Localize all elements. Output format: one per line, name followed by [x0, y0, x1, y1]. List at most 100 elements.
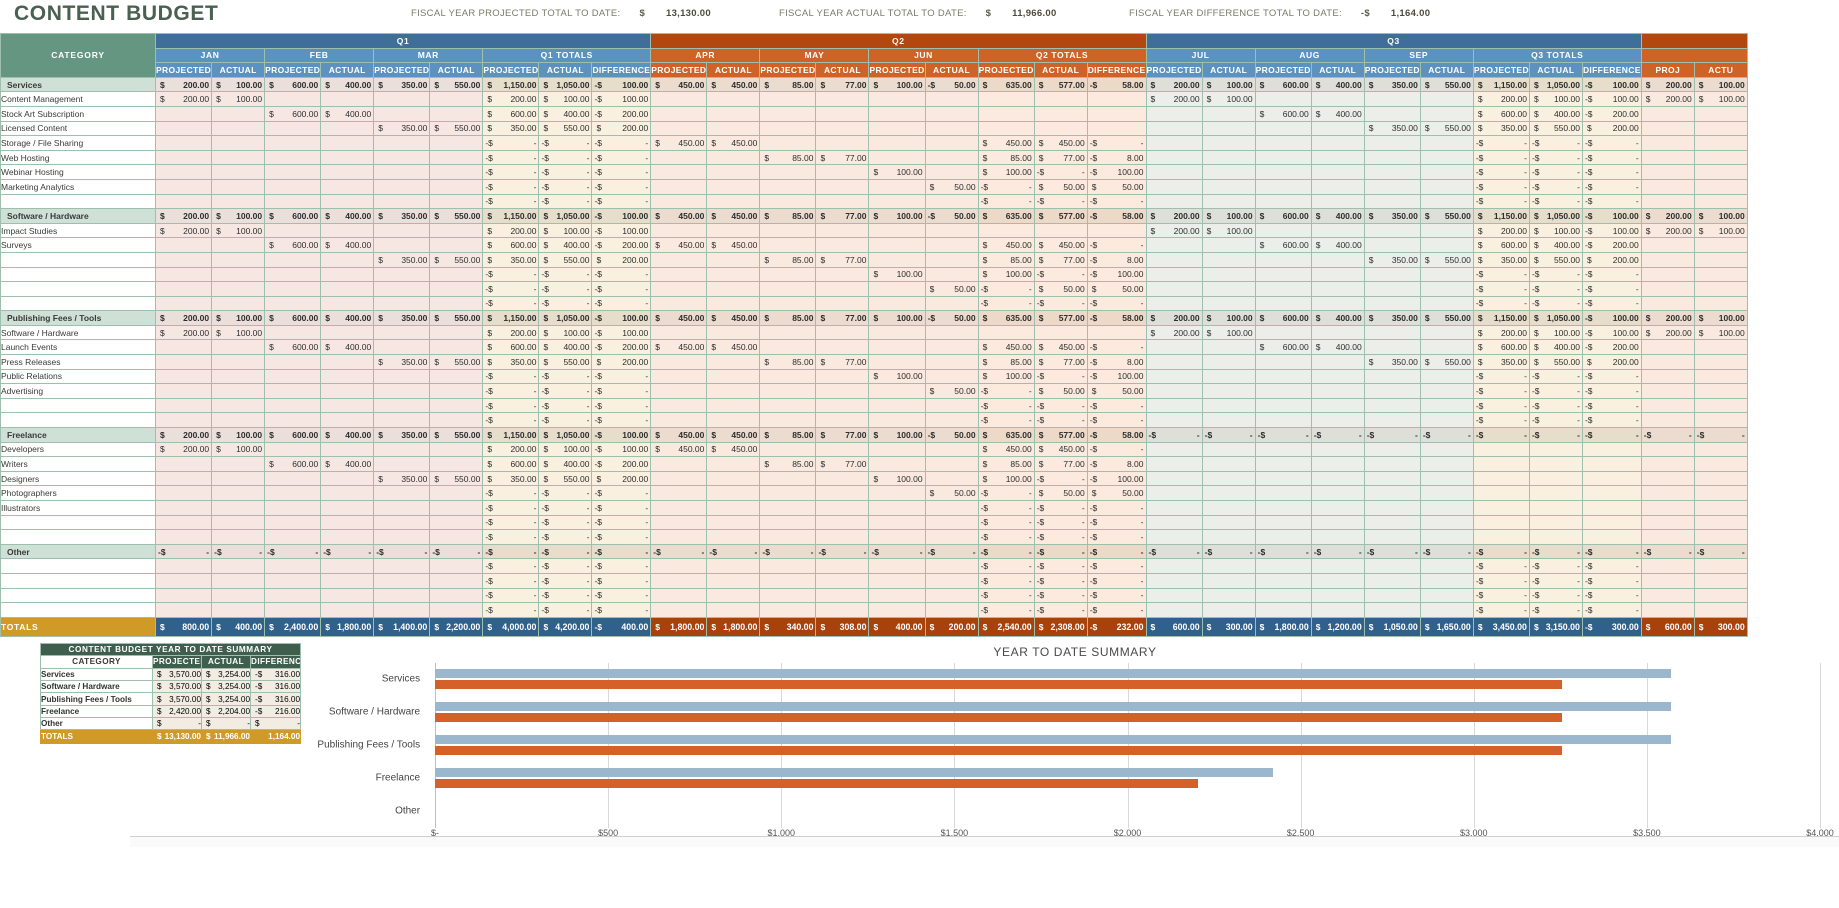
table-row[interactable]: $350.00 $550.00 $350.00 $550.00 $200.00 $85.0…: [0, 251, 1748, 268]
cell-r6-c2[interactable]: [264, 164, 322, 180]
cell-r34-c24[interactable]: -$ -: [1472, 572, 1530, 589]
cell-r0-c11[interactable]: $85.00: [759, 76, 817, 93]
cell-r20-c24[interactable]: -$ -: [1472, 368, 1530, 385]
cell-r26-c16[interactable]: $77.00: [1033, 456, 1088, 472]
totals-cell-18[interactable]: $600.00: [1145, 616, 1203, 637]
cell-r3-c25[interactable]: $550.00: [1528, 120, 1583, 137]
cell-r30-c3[interactable]: [320, 514, 375, 531]
table-row[interactable]: Software / Hardware $200.00 $100.00 $200.00…: [0, 324, 1748, 341]
cell-r36-c28[interactable]: [1693, 602, 1748, 618]
cell-r5-c8[interactable]: -$ -: [591, 149, 652, 166]
cell-r11-c12[interactable]: [815, 237, 870, 253]
summary-row[interactable]: Services $3,570.00 $3,254.00 -$ 316.00: [40, 667, 302, 681]
cell-r0-c0[interactable]: $200.00: [154, 76, 213, 93]
cell-r11-c8[interactable]: -$ 200.00: [591, 237, 652, 253]
cell-r8-c0[interactable]: [154, 193, 213, 210]
cell-r28-c28[interactable]: [1693, 485, 1748, 501]
cell-r5-c20[interactable]: [1254, 149, 1312, 166]
cell-r13-c11[interactable]: [759, 266, 817, 283]
cell-r5-c4[interactable]: [373, 149, 431, 166]
cell-r14-c20[interactable]: [1254, 281, 1312, 297]
cell-r13-c8[interactable]: -$ -: [591, 266, 652, 283]
cell-r24-c0[interactable]: $200.00: [154, 427, 213, 443]
cell-r3-c5[interactable]: $550.00: [429, 120, 484, 137]
cell-r0-c24[interactable]: $1,150.00: [1472, 76, 1530, 93]
cell-r20-c18[interactable]: [1145, 368, 1203, 385]
cell-r23-c1[interactable]: [211, 412, 266, 429]
totals-cell-0[interactable]: $800.00: [154, 616, 213, 637]
cell-r4-c24[interactable]: -$ -: [1472, 135, 1530, 151]
row-category-label[interactable]: Web Hosting: [0, 149, 156, 166]
row-category-label[interactable]: Freelance: [0, 427, 156, 443]
cell-r7-c13[interactable]: [868, 178, 926, 195]
cell-r17-c24[interactable]: $200.00: [1472, 324, 1530, 341]
cell-r20-c2[interactable]: [264, 368, 322, 385]
cell-r21-c2[interactable]: [264, 383, 322, 399]
cell-r22-c14[interactable]: [924, 397, 979, 414]
cell-r10-c9[interactable]: [650, 222, 708, 239]
cell-r12-c21[interactable]: [1310, 251, 1365, 268]
cell-r33-c6[interactable]: -$ -: [482, 558, 540, 574]
cell-r34-c28[interactable]: [1693, 572, 1748, 589]
cell-r36-c5[interactable]: [429, 602, 484, 618]
cell-r21-c16[interactable]: $50.00: [1033, 383, 1088, 399]
cell-r12-c2[interactable]: [264, 251, 322, 268]
cell-r34-c26[interactable]: -$ -: [1581, 572, 1642, 589]
totals-cell-6[interactable]: $4,000.00: [482, 616, 540, 637]
cell-r6-c19[interactable]: [1201, 164, 1256, 180]
cell-r18-c3[interactable]: $400.00: [320, 339, 375, 356]
cell-r31-c26[interactable]: [1581, 529, 1642, 545]
cell-r0-c27[interactable]: $200.00: [1640, 76, 1695, 93]
cell-r31-c18[interactable]: [1145, 529, 1203, 545]
cell-r26-c17[interactable]: -$ 8.00: [1086, 456, 1147, 472]
cell-r33-c22[interactable]: [1363, 558, 1421, 574]
cell-r12-c14[interactable]: [924, 251, 979, 268]
cell-r10-c21[interactable]: [1310, 222, 1365, 239]
cell-r28-c1[interactable]: [211, 485, 266, 501]
cell-r11-c27[interactable]: [1640, 237, 1695, 253]
cell-r29-c24[interactable]: [1472, 500, 1530, 516]
cell-r5-c28[interactable]: [1693, 149, 1748, 166]
cell-r20-c4[interactable]: [373, 368, 431, 385]
cell-r8-c24[interactable]: -$ -: [1472, 193, 1530, 210]
cell-r11-c24[interactable]: $600.00: [1472, 237, 1530, 253]
cell-r9-c16[interactable]: $577.00: [1033, 208, 1088, 224]
cell-r22-c3[interactable]: [320, 397, 375, 414]
cell-r16-c14[interactable]: -$ 50.00: [924, 310, 979, 326]
cell-r19-c2[interactable]: [264, 354, 322, 370]
cell-r33-c27[interactable]: [1640, 558, 1695, 574]
cell-r28-c4[interactable]: [373, 485, 431, 501]
cell-r10-c4[interactable]: [373, 222, 431, 239]
table-row[interactable]: -$ - -$ - -$ - -$ - -$ - -$ -: [0, 529, 1748, 545]
cell-r3-c3[interactable]: [320, 120, 375, 137]
cell-r15-c12[interactable]: [815, 295, 870, 312]
cell-r18-c22[interactable]: [1363, 339, 1421, 356]
cell-r10-c22[interactable]: [1363, 222, 1421, 239]
cell-r35-c6[interactable]: -$ -: [482, 587, 540, 604]
totals-cell-1[interactable]: $400.00: [211, 616, 266, 637]
cell-r20-c22[interactable]: [1363, 368, 1421, 385]
cell-r2-c4[interactable]: [373, 105, 431, 122]
cell-r9-c19[interactable]: $100.00: [1201, 208, 1256, 224]
cell-r29-c17[interactable]: -$ -: [1086, 500, 1147, 516]
cell-r1-c16[interactable]: [1033, 91, 1088, 107]
cell-r4-c17[interactable]: -$ -: [1086, 135, 1147, 151]
cell-r29-c14[interactable]: [924, 500, 979, 516]
cell-r24-c11[interactable]: $85.00: [759, 427, 817, 443]
cell-r34-c25[interactable]: -$ -: [1528, 572, 1583, 589]
cell-r12-c24[interactable]: $350.00: [1472, 251, 1530, 268]
table-row[interactable]: -$ - -$ - -$ - $100.00 $100.00 -$ - -$ 100.00 -$ - -$ -…: [0, 266, 1748, 283]
cell-r32-c9[interactable]: -$ -: [650, 543, 708, 560]
cell-r32-c15[interactable]: -$ -: [977, 543, 1035, 560]
cell-r1-c6[interactable]: $200.00: [482, 91, 540, 107]
cell-r28-c17[interactable]: $50.00: [1086, 485, 1147, 501]
cell-r0-c20[interactable]: $600.00: [1254, 76, 1312, 93]
cell-r3-c22[interactable]: $350.00: [1363, 120, 1421, 137]
cell-r12-c4[interactable]: $350.00: [373, 251, 431, 268]
cell-r29-c3[interactable]: [320, 500, 375, 516]
cell-r9-c18[interactable]: $200.00: [1145, 208, 1203, 224]
cell-r16-c19[interactable]: $100.00: [1201, 310, 1256, 326]
cell-r25-c10[interactable]: $450.00: [706, 441, 761, 458]
cell-r30-c4[interactable]: [373, 514, 431, 531]
table-row[interactable]: -$ - -$ - -$ - -$ - -$ - -$ -: [0, 514, 1748, 531]
